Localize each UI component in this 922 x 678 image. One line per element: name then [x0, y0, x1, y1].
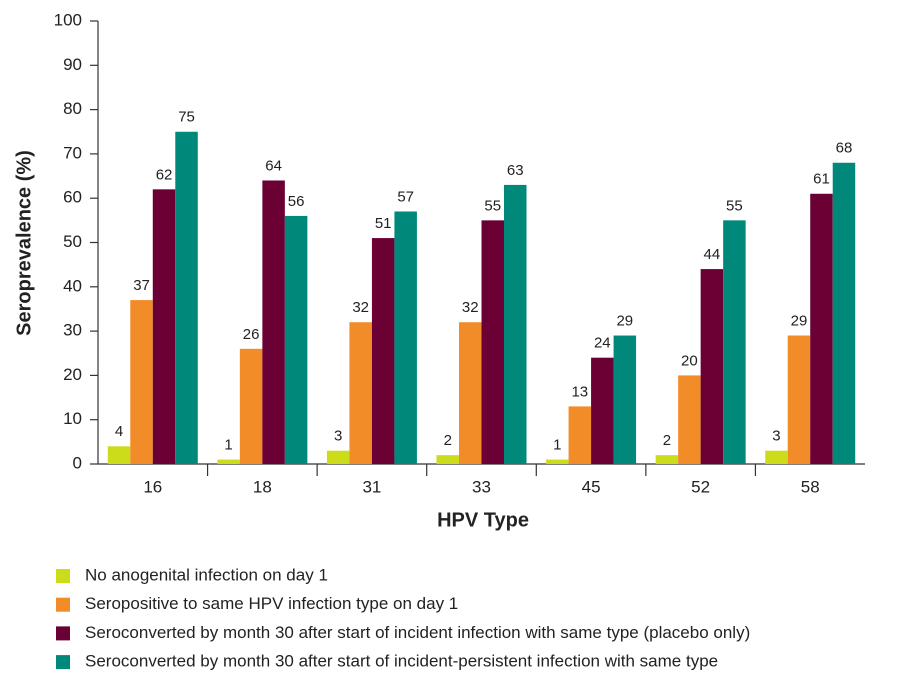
- bar: [613, 335, 637, 464]
- bar: [175, 131, 198, 464]
- bar: [700, 269, 724, 464]
- legend-swatch: [56, 597, 70, 612]
- data-label: 32: [352, 299, 369, 316]
- data-label: 3: [772, 428, 780, 445]
- x-tick-label: 45: [582, 477, 601, 496]
- y-tick-label: 90: [63, 55, 82, 74]
- bar: [459, 322, 482, 464]
- bar: [678, 375, 701, 464]
- y-tick-label: 70: [63, 143, 82, 162]
- bar: [481, 220, 504, 464]
- data-label: 55: [484, 197, 501, 214]
- x-tick-label: 16: [143, 477, 162, 496]
- y-tick-label: 40: [63, 276, 82, 295]
- data-label: 2: [444, 432, 452, 449]
- y-tick-label: 60: [63, 188, 82, 207]
- bar: [436, 455, 459, 464]
- data-label: 32: [462, 299, 479, 316]
- x-tick-label: 31: [362, 477, 381, 496]
- data-label: 57: [397, 188, 414, 205]
- data-label: 44: [704, 246, 721, 263]
- bar: [504, 184, 527, 464]
- data-label: 2: [663, 432, 671, 449]
- data-label: 55: [726, 197, 743, 214]
- data-label: 51: [375, 215, 392, 232]
- bar: [832, 162, 856, 464]
- bar: [787, 335, 811, 464]
- y-tick-label: 100: [54, 10, 82, 29]
- y-axis-title: Seroprevalence (%): [13, 150, 35, 336]
- y-tick-label: 0: [73, 453, 82, 472]
- bar: [217, 459, 240, 464]
- bar: [591, 357, 614, 464]
- data-label: 20: [681, 352, 698, 369]
- data-label: 4: [115, 423, 123, 440]
- bar: [152, 189, 176, 464]
- data-label: 64: [265, 157, 282, 174]
- x-tick-label: 18: [253, 477, 272, 496]
- data-label: 56: [288, 193, 305, 210]
- x-tick-label: 58: [801, 477, 820, 496]
- x-axis-title: HPV Type: [437, 509, 529, 531]
- bar: [568, 406, 592, 464]
- data-label: 61: [813, 171, 830, 188]
- data-label: 1: [224, 437, 232, 454]
- bar: [655, 455, 679, 464]
- bar: [130, 300, 153, 464]
- data-label: 26: [243, 326, 260, 343]
- legend-label: Seroconverted by month 30 after start of…: [85, 623, 750, 642]
- legend-label: No anogenital infection on day 1: [85, 565, 328, 584]
- bar: [371, 238, 395, 464]
- data-label: 3: [334, 428, 342, 445]
- data-label: 63: [507, 162, 524, 179]
- data-label: 68: [836, 140, 853, 157]
- data-label: 62: [156, 166, 173, 183]
- data-label: 37: [133, 277, 150, 294]
- bar: [723, 220, 746, 464]
- y-tick-label: 50: [63, 232, 82, 251]
- y-tick-label: 20: [63, 365, 82, 384]
- legend-swatch: [56, 655, 70, 670]
- bar: [349, 322, 372, 464]
- bar: [394, 211, 417, 464]
- y-tick-label: 30: [63, 321, 82, 340]
- y-tick-label: 10: [63, 409, 82, 428]
- bar: [284, 215, 308, 464]
- bar: [326, 450, 350, 464]
- data-label: 29: [616, 312, 633, 329]
- bar: [262, 180, 285, 465]
- data-label: 75: [178, 109, 195, 126]
- bar: [810, 193, 833, 464]
- bar: [765, 450, 788, 464]
- legend-label: Seropositive to same HPV infection type …: [85, 594, 458, 613]
- data-label: 13: [571, 383, 588, 400]
- bar: [239, 348, 263, 464]
- legend-swatch: [56, 626, 70, 641]
- x-tick-label: 52: [691, 477, 710, 496]
- data-label: 1: [553, 437, 561, 454]
- bar: [107, 446, 131, 464]
- data-label: 29: [791, 312, 808, 329]
- y-tick-label: 80: [63, 99, 82, 118]
- x-tick-label: 33: [472, 477, 491, 496]
- legend-label: Seroconverted by month 30 after start of…: [85, 652, 718, 671]
- legend-swatch: [56, 569, 70, 583]
- data-label: 24: [594, 335, 611, 352]
- bar: [546, 459, 569, 464]
